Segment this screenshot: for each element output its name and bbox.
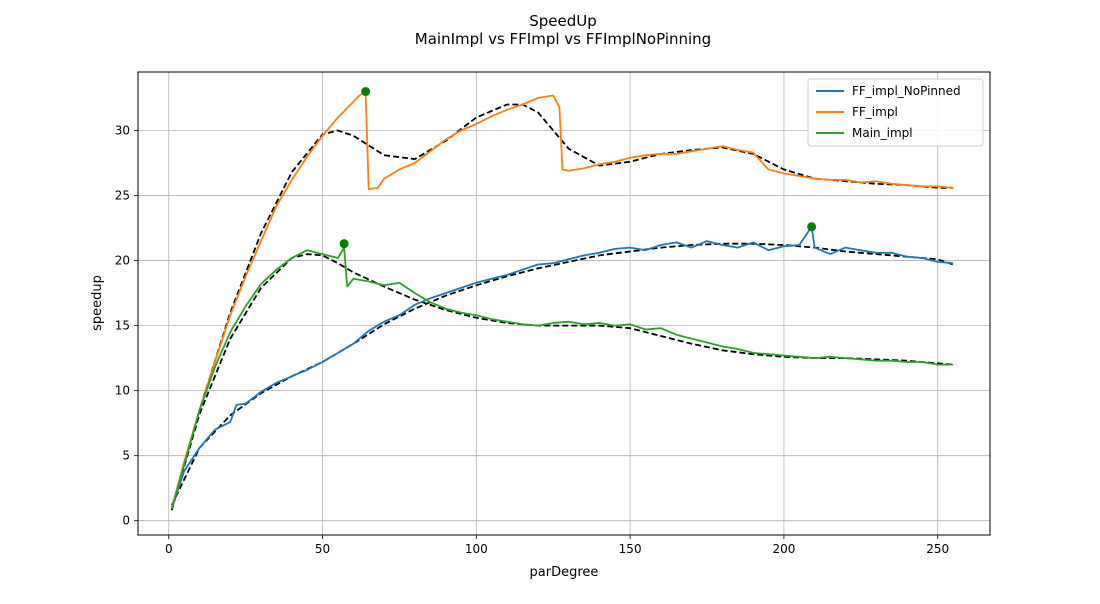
legend-box bbox=[807, 78, 984, 147]
peak-markers bbox=[339, 87, 817, 249]
chart-title: SpeedUp bbox=[529, 12, 597, 30]
peak-point-ff-impl-nopinned bbox=[807, 222, 817, 232]
peak-point-main-impl bbox=[339, 239, 349, 249]
legend-label-ff-impl-nopinned: FF_impl_NoPinned bbox=[852, 84, 961, 98]
x-tick-label: 150 bbox=[619, 542, 642, 556]
y-tick-label: 0 bbox=[122, 514, 130, 528]
y-tick-label: 10 bbox=[115, 384, 130, 398]
series-line-ff-impl bbox=[170, 90, 954, 508]
legend: FF_impl_NoPinned FF_impl Main_impl bbox=[807, 78, 984, 147]
x-tick-label: 200 bbox=[772, 542, 795, 556]
y-tick-label: 25 bbox=[115, 189, 130, 203]
x-axis-ticks: 0 50 100 150 200 250 bbox=[165, 535, 949, 556]
data-series bbox=[170, 90, 954, 510]
legend-label-ff-impl: FF_impl bbox=[852, 105, 898, 119]
chart-subtitle: MainImpl vs FFImpl vs FFImplNoPinning bbox=[415, 30, 711, 48]
peak-point-ff-impl bbox=[361, 87, 371, 97]
x-tick-label: 100 bbox=[465, 542, 488, 556]
legend-label-main-impl: Main_impl bbox=[852, 126, 913, 140]
x-tick-label: 50 bbox=[315, 542, 330, 556]
x-axis-label: parDegree bbox=[530, 565, 599, 580]
y-tick-label: 15 bbox=[115, 319, 130, 333]
x-tick-label: 250 bbox=[926, 542, 949, 556]
y-tick-label: 5 bbox=[122, 449, 130, 463]
series-line-main-impl bbox=[170, 246, 954, 510]
y-axis-ticks: 0 5 10 15 20 25 30 bbox=[115, 124, 138, 528]
x-tick-label: 0 bbox=[165, 542, 173, 556]
series-line-ff-impl-nopinned bbox=[170, 225, 954, 508]
plot-frame bbox=[137, 71, 991, 536]
y-tick-label: 20 bbox=[115, 254, 130, 268]
y-axis-label: speedup bbox=[90, 275, 105, 331]
y-tick-label: 30 bbox=[115, 124, 130, 138]
